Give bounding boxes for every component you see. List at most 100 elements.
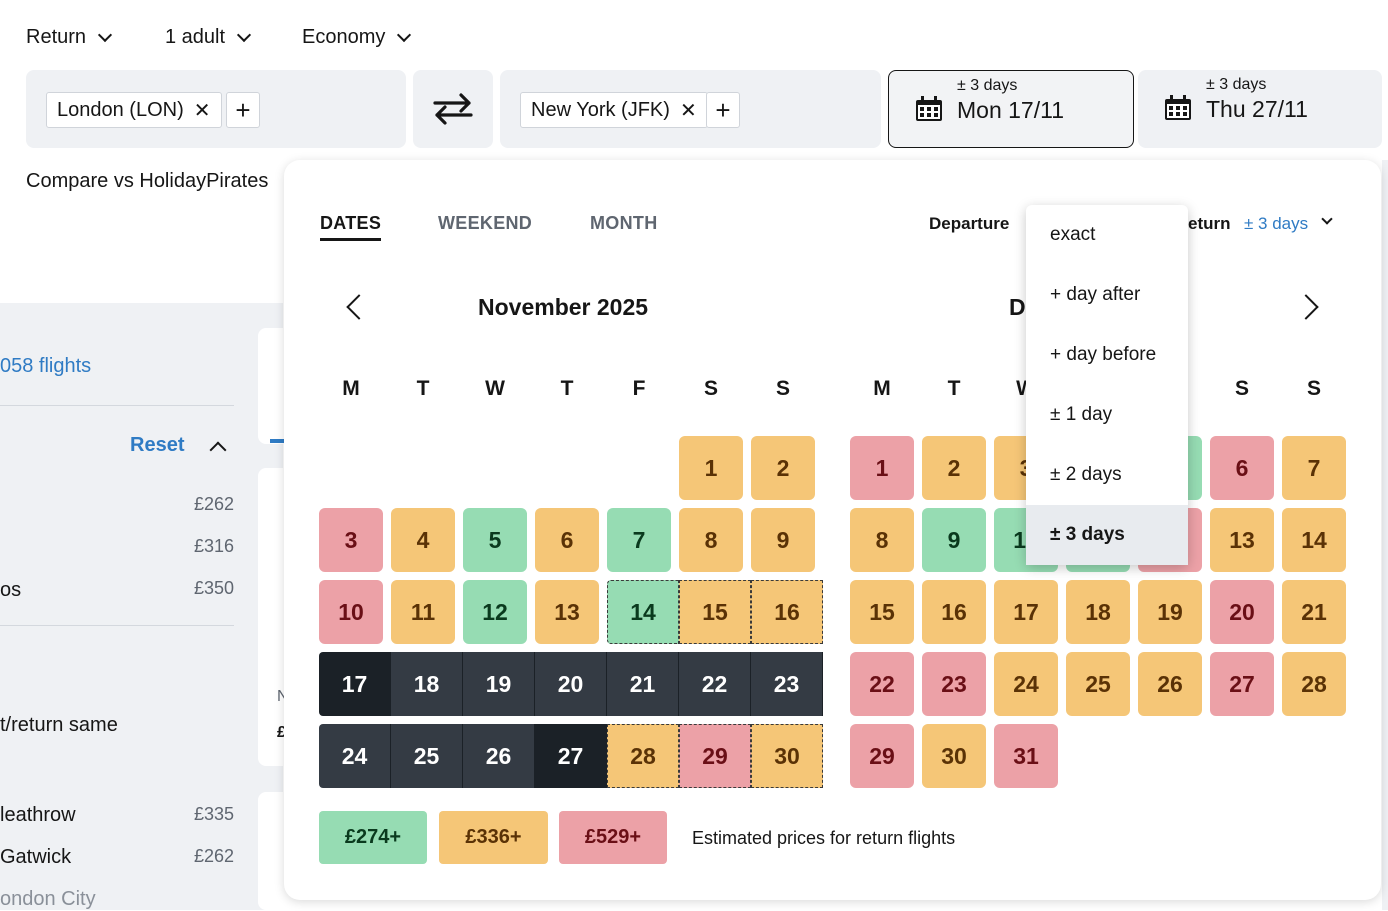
legend-cheap: £274+	[319, 811, 427, 864]
calendar-day[interactable]: 14	[1282, 508, 1346, 572]
weekday-header: S	[703, 377, 718, 400]
return-date-field[interactable]: ± 3 days Thu 27/11	[1138, 70, 1382, 148]
calendar-day[interactable]: 27	[535, 724, 607, 788]
tab-weekend[interactable]: WEEKEND	[438, 213, 533, 233]
trip-type-select[interactable]: Return	[26, 26, 113, 49]
trip-type-label: Return	[26, 26, 87, 48]
calendar-day[interactable]: 20	[535, 652, 607, 716]
calendar-day[interactable]: 13	[1210, 508, 1274, 572]
stops-price: £350	[193, 578, 234, 598]
calendar-day[interactable]: 30	[922, 724, 986, 788]
flex-option[interactable]: ± 3 days	[1026, 505, 1188, 565]
calendar-day[interactable]: 8	[850, 508, 914, 572]
next-month-arrow-icon[interactable]	[1293, 294, 1319, 320]
calendar-day[interactable]: 30	[751, 724, 823, 788]
calendar-day[interactable]: 14	[607, 580, 679, 644]
calendar-day[interactable]: 20	[1210, 580, 1274, 644]
tab-month[interactable]: MONTH	[590, 213, 658, 233]
calendar-day[interactable]: 17	[319, 652, 391, 716]
filters-panel	[0, 303, 283, 910]
flex-option[interactable]: + day after	[1050, 284, 1141, 305]
return-flex-label: ± 3 days	[1206, 76, 1267, 93]
calendar-day[interactable]: 25	[391, 724, 463, 788]
calendar-day[interactable]: 18	[391, 652, 463, 716]
tab-dates[interactable]: DATES	[320, 213, 382, 241]
calendar-day[interactable]: 24	[994, 652, 1058, 716]
depart-flex-label: ± 3 days	[957, 77, 1018, 94]
same-airport-label: t/return same	[0, 714, 118, 736]
calendar-day[interactable]: 24	[319, 724, 391, 788]
passengers-select[interactable]: 1 adult	[165, 26, 252, 49]
add-destination-button[interactable]: +	[706, 92, 740, 128]
destination-field[interactable]: New York (JFK) ✕ +	[500, 70, 881, 148]
calendar-day[interactable]: 5	[463, 508, 527, 572]
flex-option[interactable]: ± 2 days	[1050, 464, 1122, 485]
calendar-day[interactable]: 29	[679, 724, 751, 788]
calendar-day[interactable]: 12	[463, 580, 527, 644]
calendar-day[interactable]: 11	[391, 580, 455, 644]
flex-option[interactable]: exact	[1050, 224, 1096, 245]
calendar-day[interactable]: 7	[1282, 436, 1346, 500]
compare-link[interactable]: Compare vs HolidayPirates	[26, 170, 269, 192]
calendar-day[interactable]: 1	[679, 436, 743, 500]
calendar-day[interactable]: 1	[850, 436, 914, 500]
flex-option[interactable]: ± 1 day	[1050, 404, 1113, 425]
calendar-day[interactable]: 2	[922, 436, 986, 500]
remove-destination-icon[interactable]: ✕	[679, 99, 697, 122]
calendar-day[interactable]: 29	[850, 724, 914, 788]
calendar-day[interactable]: 6	[1210, 436, 1274, 500]
calendar-day[interactable]: 15	[679, 580, 751, 644]
stops-label: os	[0, 579, 22, 601]
calendar-day[interactable]: 28	[1282, 652, 1346, 716]
add-origin-button[interactable]: +	[226, 92, 260, 128]
calendar-day[interactable]: 22	[850, 652, 914, 716]
remove-origin-icon[interactable]: ✕	[193, 99, 211, 122]
calendar-day[interactable]: 7	[607, 508, 671, 572]
prev-month-arrow-icon[interactable]	[346, 294, 372, 320]
calendar-day[interactable]: 23	[751, 652, 823, 716]
calendar-day[interactable]: 9	[751, 508, 815, 572]
calendar-day[interactable]: 2	[751, 436, 815, 500]
calendar-day[interactable]: 23	[922, 652, 986, 716]
return-flex-label: eturn	[1188, 214, 1231, 233]
calendar-day[interactable]: 16	[751, 580, 823, 644]
month-title: D	[1009, 294, 1026, 320]
calendar-day[interactable]: 21	[607, 652, 679, 716]
flex-option[interactable]: + day before	[1050, 344, 1157, 365]
calendar-day[interactable]: 25	[1066, 652, 1130, 716]
reset-button[interactable]: Reset	[130, 434, 185, 456]
cabin-select[interactable]: Economy	[302, 26, 412, 49]
calendar-day[interactable]: 15	[850, 580, 914, 644]
swap-button[interactable]	[413, 70, 493, 148]
calendar-day[interactable]: 10	[319, 580, 383, 644]
calendar-day[interactable]: 8	[679, 508, 743, 572]
origin-field[interactable]: London (LON) ✕ +	[26, 70, 406, 148]
calendar-day[interactable]: 19	[463, 652, 535, 716]
depart-date-field[interactable]: ± 3 days Mon 17/11	[888, 70, 1134, 148]
calendar-day[interactable]: 26	[463, 724, 535, 788]
calendar-day[interactable]: 3	[319, 508, 383, 572]
flights-count: 058 flights	[0, 355, 92, 377]
calendar-day[interactable]: 13	[535, 580, 599, 644]
calendar-day[interactable]: 31	[994, 724, 1058, 788]
calendar-day[interactable]: 19	[1138, 580, 1202, 644]
origin-chip: London (LON) ✕	[46, 92, 222, 128]
calendar-day[interactable]: 18	[1066, 580, 1130, 644]
calendar-day[interactable]: 9	[922, 508, 986, 572]
calendar-day[interactable]: 21	[1282, 580, 1346, 644]
date-picker-popup: DATES WEEKEND MONTH Departure eturn ± 3 …	[284, 160, 1381, 900]
calendar-day[interactable]: 26	[1138, 652, 1202, 716]
return-flex-select[interactable]: ± 3 days	[1244, 214, 1309, 233]
calendar-day[interactable]: 4	[391, 508, 455, 572]
airport-label: ondon City	[0, 888, 96, 910]
departure-flex-label: Departure	[929, 214, 1010, 233]
calendar-day[interactable]: 22	[679, 652, 751, 716]
weekday-header: T	[947, 377, 961, 400]
calendar-day[interactable]: 6	[535, 508, 599, 572]
stops-price: £262	[193, 494, 234, 514]
calendar-day[interactable]: 16	[922, 580, 986, 644]
calendar-day[interactable]: 27	[1210, 652, 1274, 716]
calendar-day[interactable]: 28	[607, 724, 679, 788]
chevron-down-icon[interactable]	[1321, 213, 1333, 225]
calendar-day[interactable]: 17	[994, 580, 1058, 644]
